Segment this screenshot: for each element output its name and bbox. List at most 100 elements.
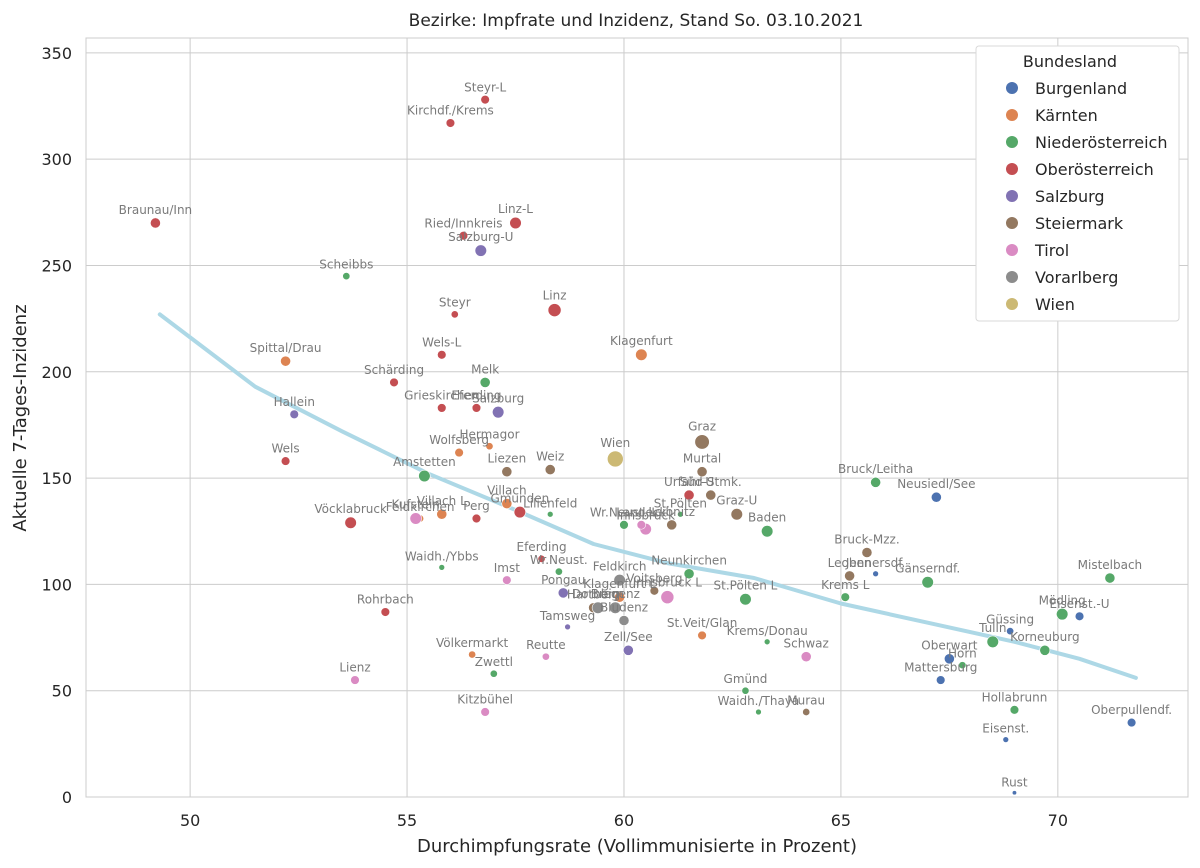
point-label: Steyr <box>439 296 471 310</box>
legend-marker <box>1006 298 1018 310</box>
data-point <box>350 675 360 685</box>
y-axis-title: Aktuelle 7-Tages-Inzidenz <box>10 304 31 531</box>
point-label: Bludenz <box>600 600 648 614</box>
data-point <box>921 576 934 589</box>
data-point <box>342 272 351 281</box>
point-label: Voitsberg <box>626 571 682 585</box>
data-point <box>622 644 634 656</box>
legend-marker <box>1006 244 1018 256</box>
data-point <box>936 675 946 685</box>
data-point <box>958 661 967 670</box>
point-label: Perg <box>463 499 490 513</box>
data-point <box>649 586 660 596</box>
data-point <box>840 592 850 602</box>
data-point <box>485 442 494 451</box>
point-label: Hallein <box>274 395 315 409</box>
point-label: Tamsweg <box>539 609 595 623</box>
y-tick-label: 300 <box>41 150 72 169</box>
data-point <box>660 590 675 604</box>
legend-label: Steiermark <box>1035 214 1124 233</box>
data-point <box>609 601 622 614</box>
data-point <box>607 450 624 468</box>
y-tick-label: 250 <box>41 256 72 275</box>
data-point <box>872 570 879 578</box>
point-label: Eisenst.-U <box>1050 597 1110 611</box>
data-point <box>344 516 357 529</box>
point-label: Hermagor <box>459 428 519 442</box>
point-label: Innsbruck <box>616 508 675 522</box>
point-label: Braunau/Inn <box>119 203 192 217</box>
point-label: Melk <box>471 362 499 376</box>
point-label: Spittal/Drau <box>250 341 322 355</box>
trend-line <box>157 312 1138 680</box>
point-label: Lienz <box>339 661 370 675</box>
point-label: Pongau <box>541 573 585 587</box>
point-label: Mattersburg <box>904 661 977 675</box>
data-point <box>547 303 562 317</box>
point-label: Steyr-L <box>464 80 506 94</box>
point-label: Ried/Innkreis <box>424 216 502 230</box>
data-point <box>763 638 771 646</box>
point-label: St.Veit/Glan <box>667 616 737 630</box>
data-point <box>666 519 678 531</box>
data-point <box>761 525 774 538</box>
point-label: Reutte <box>526 638 566 652</box>
legend-marker <box>1006 136 1018 148</box>
legend-marker <box>1006 82 1018 94</box>
data-point <box>861 547 873 558</box>
point-label: Scheibbs <box>319 257 373 271</box>
legend-entries: Burgenland Kärnten Niederösterreich Oberöst… <box>1006 79 1167 314</box>
data-point <box>389 377 399 388</box>
point-label: Gmunden <box>490 491 549 505</box>
data-point <box>1104 572 1116 584</box>
data-point <box>445 118 456 128</box>
point-label: Korneuburg <box>1010 630 1080 644</box>
legend-label: Oberösterreich <box>1035 160 1154 179</box>
data-point <box>739 593 752 606</box>
data-point <box>480 94 490 105</box>
data-point <box>591 601 605 614</box>
data-point <box>537 554 546 563</box>
point-label: Eisenst. <box>982 722 1029 736</box>
data-point <box>471 403 482 413</box>
point-label: Jennersdf. <box>845 556 905 570</box>
point-label: Zwettl <box>475 655 513 669</box>
scatter-points <box>150 94 1137 796</box>
point-label: Linz-L <box>498 202 533 216</box>
point-label: Neunkirchen <box>651 554 727 568</box>
data-point <box>501 498 513 510</box>
point-label: Wr.Neust. L <box>590 505 659 519</box>
data-point <box>479 377 491 388</box>
data-point <box>614 591 626 603</box>
point-label: Graz <box>688 420 716 434</box>
point-label: Hollabrunn <box>982 690 1048 704</box>
y-tick-label: 200 <box>41 363 72 382</box>
point-label: Villach <box>487 484 527 498</box>
point-label: Wien <box>600 436 630 450</box>
data-point <box>509 216 522 230</box>
point-label: Neusiedl/See <box>897 477 975 491</box>
y-tick-label: 350 <box>41 44 72 63</box>
data-point <box>280 456 291 466</box>
trend-line-group <box>157 312 1138 680</box>
data-point <box>554 567 563 576</box>
grid <box>86 38 1188 798</box>
data-point <box>943 653 955 665</box>
data-point <box>1002 736 1010 743</box>
data-point <box>501 466 513 478</box>
data-point <box>436 508 448 520</box>
x-tick-label: 60 <box>614 811 634 830</box>
point-label: Süd-Stmk. <box>680 475 742 489</box>
data-point <box>697 630 707 641</box>
x-axis-title: Durchimpfungsrate (Vollimmunisierte in P… <box>417 836 857 857</box>
data-point <box>1056 608 1069 621</box>
x-tick-label: 50 <box>180 811 200 830</box>
point-label: Waidh./Ybbs <box>405 549 479 563</box>
point-label: Wr.Neust. <box>530 553 588 567</box>
data-point <box>438 564 446 571</box>
data-point <box>513 505 526 519</box>
y-axis-ticks: 0 50 100 150 200 250 300 350 <box>41 44 72 807</box>
data-point <box>502 575 512 585</box>
y-tick-label: 100 <box>41 575 72 594</box>
data-point <box>683 489 695 501</box>
